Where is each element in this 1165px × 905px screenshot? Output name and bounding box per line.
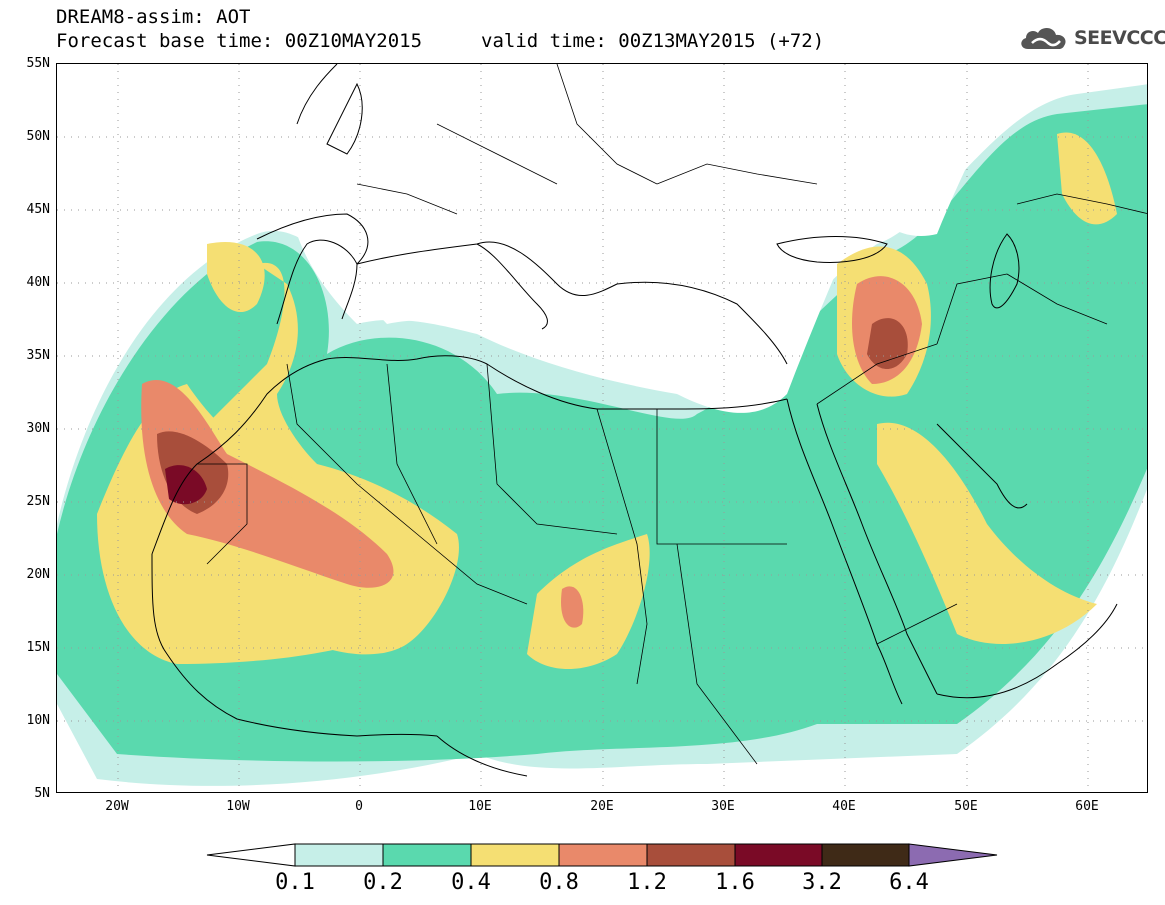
lat-label: 15N: [26, 640, 50, 655]
lon-label: 20W: [105, 799, 129, 814]
lat-label: 55N: [26, 56, 50, 71]
aot-band-0.8-west: [141, 380, 394, 588]
lon-label: 20E: [590, 799, 614, 814]
lat-label: 45N: [26, 202, 50, 217]
colorbar-high-arrow: [908, 843, 998, 867]
colorbar-label: 1.2: [627, 870, 667, 895]
aot-band-0.4-kazakh: [1057, 132, 1117, 225]
cloud-icon: [1021, 27, 1066, 49]
colorbar-label: 1.6: [715, 870, 755, 895]
lat-label: 40N: [26, 275, 50, 290]
aot-band-0.4-chad: [527, 534, 650, 669]
lon-label: 0: [355, 799, 363, 814]
lat-label: 25N: [26, 494, 50, 509]
colorbar-swatch-1.6: [734, 843, 823, 867]
coastlines: [151, 64, 1118, 777]
country-borders: [197, 64, 1147, 765]
lon-label: 10W: [226, 799, 250, 814]
colorbar-label: 3.2: [802, 870, 842, 895]
colorbar-swatch-0.2: [382, 843, 472, 867]
map-title: DREAM8-assim: AOT: [56, 6, 251, 28]
colorbar: [0, 838, 1165, 898]
valid-time: valid time: 00Z13MAY2015 (+72): [481, 30, 825, 52]
clear-europe: [297, 64, 917, 413]
lon-label: 10E: [468, 799, 492, 814]
colorbar-label: 0.1: [275, 870, 315, 895]
colorbar-swatch-3.2: [821, 843, 910, 867]
lat-label: 35N: [26, 348, 50, 363]
lon-label: 40E: [832, 799, 856, 814]
lon-label: 60E: [1075, 799, 1099, 814]
aot-contours: [57, 64, 1147, 786]
lat-label: 50N: [26, 129, 50, 144]
aot-map: [57, 64, 1147, 792]
colorbar-swatch-0.8: [558, 843, 648, 867]
lat-label: 20N: [26, 567, 50, 582]
map-panel: [56, 63, 1148, 793]
colorbar-label: 0.8: [539, 870, 579, 895]
colorbar-low-arrow: [206, 843, 296, 867]
clear-eastern-europe: [887, 64, 1017, 236]
colorbar-swatch-0.1: [294, 843, 384, 867]
lon-label: 50E: [954, 799, 978, 814]
forecast-base-time: Forecast base time: 00Z10MAY2015: [56, 30, 423, 52]
colorbar-swatch-0.4: [470, 843, 560, 867]
colorbar-label: 0.4: [451, 870, 491, 895]
aot-band-0.8-chad: [561, 586, 584, 628]
lat-label: 30N: [26, 421, 50, 436]
lat-label: 10N: [26, 713, 50, 728]
aot-band-1.2-iraq: [867, 318, 908, 369]
colorbar-swatches: [206, 843, 998, 867]
aot-band-0.4-atlantic: [207, 242, 265, 313]
colorbar-label: 6.4: [889, 870, 929, 895]
lat-label: 5N: [34, 786, 50, 801]
seevccc-logo: SEEVCCC: [1018, 22, 1165, 54]
lon-label: 30E: [711, 799, 735, 814]
colorbar-label: 0.2: [363, 870, 403, 895]
aot-band-0.4-arabia: [877, 422, 1097, 644]
colorbar-swatch-1.2: [646, 843, 736, 867]
logo-text: SEEVCCC: [1074, 27, 1165, 49]
